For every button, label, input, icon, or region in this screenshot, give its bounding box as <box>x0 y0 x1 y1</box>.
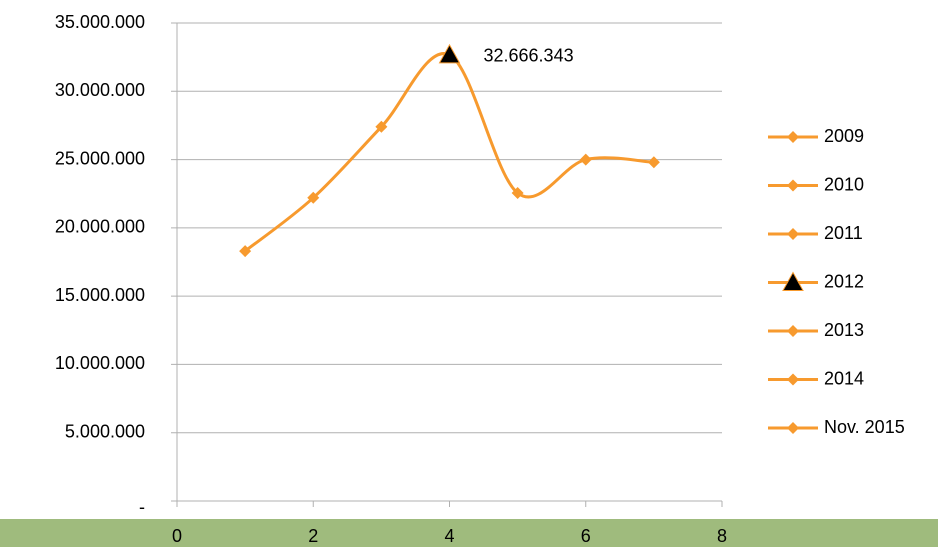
data-point <box>307 191 320 204</box>
y-tick-label: 15.000.000 <box>55 285 145 305</box>
legend-label: 2012 <box>824 271 864 291</box>
legend-marker <box>787 179 799 192</box>
y-tick-label: 10.000.000 <box>55 353 145 373</box>
legend-marker <box>782 271 804 291</box>
legend-label: 2010 <box>824 174 864 194</box>
y-tick-label: 25.000.000 <box>55 148 145 168</box>
series-line <box>244 52 654 253</box>
legend-marker <box>787 228 799 240</box>
legend-label: 2009 <box>824 126 864 146</box>
y-tick-label: 35.000.000 <box>55 12 145 32</box>
data-point <box>239 245 252 258</box>
x-tick-label: 0 <box>172 526 182 546</box>
y-tick-label: - <box>139 497 145 517</box>
legend-marker <box>787 325 799 337</box>
x-tick-label: 2 <box>308 526 318 546</box>
legend-label: 2013 <box>824 320 864 340</box>
y-tick-label: 5.000.000 <box>65 421 145 441</box>
legend-label: Nov. 2015 <box>824 417 905 437</box>
legend-marker <box>787 131 799 143</box>
x-tick-label: 6 <box>581 526 591 546</box>
legend-marker <box>787 373 799 386</box>
y-tick-label: 30.000.000 <box>55 80 145 100</box>
x-tick-label: 8 <box>717 526 727 546</box>
y-tick-label: 20.000.000 <box>55 217 145 237</box>
footer-bar <box>0 519 938 547</box>
data-point <box>375 120 388 133</box>
legend-label: 2011 <box>824 223 863 243</box>
data-point <box>579 153 592 166</box>
legend-label: 2014 <box>824 368 864 388</box>
x-tick-label: 4 <box>444 526 454 546</box>
data-point <box>438 43 461 64</box>
data-point <box>511 187 524 200</box>
data-point <box>647 156 660 169</box>
legend-marker <box>787 422 799 434</box>
data-label: 32.666.343 <box>484 46 574 66</box>
